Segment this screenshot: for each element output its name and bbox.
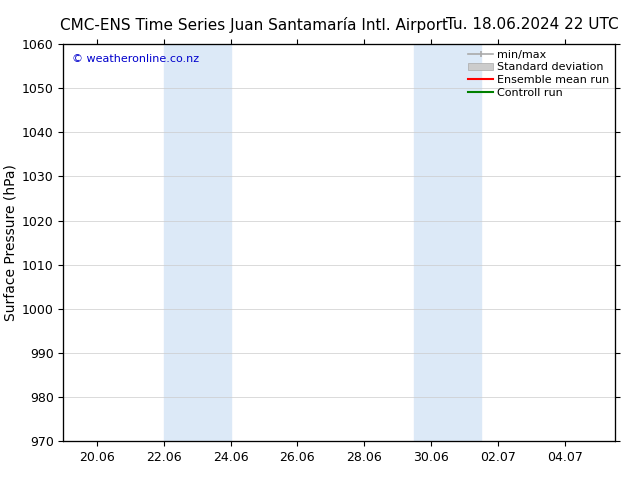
Bar [164,44,231,441]
Text: CMC-ENS Time Series Juan Santamaría Intl. Airport: CMC-ENS Time Series Juan Santamaría Intl… [60,17,448,33]
Legend: min/max, Standard deviation, Ensemble mean run, Controll run: min/max, Standard deviation, Ensemble me… [469,49,609,98]
Bar [415,44,481,441]
Text: © weatheronline.co.nz: © weatheronline.co.nz [72,54,199,64]
Y-axis label: Surface Pressure (hPa): Surface Pressure (hPa) [4,164,18,321]
Text: Tu. 18.06.2024 22 UTC: Tu. 18.06.2024 22 UTC [446,17,619,32]
